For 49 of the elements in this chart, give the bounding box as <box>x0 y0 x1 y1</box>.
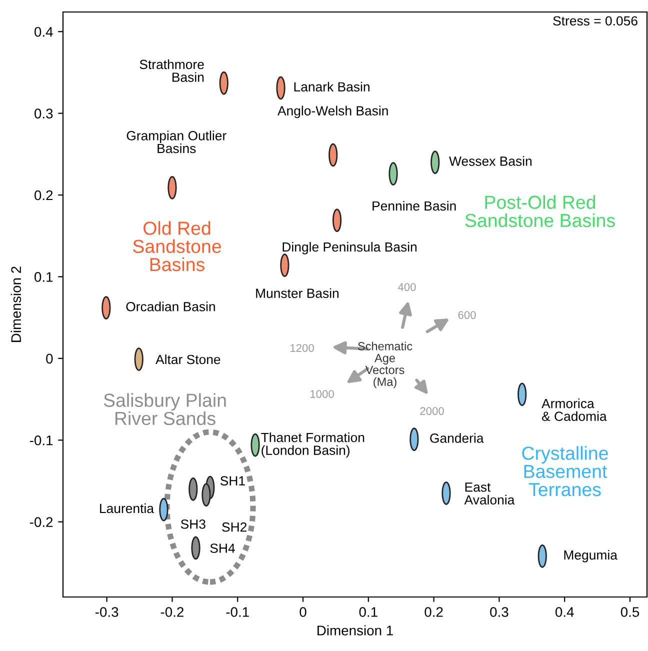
y-tick-label: 0 <box>46 354 53 364</box>
annotation: Pennine Basin <box>372 200 456 211</box>
x-tick-label: 0.5 <box>620 607 640 617</box>
annotation: 1200 <box>290 344 314 352</box>
series-label: Old Red Sandstone Basins <box>133 221 221 272</box>
y-tick-label: 0.3 <box>34 108 53 118</box>
annotation: SH4 <box>210 544 235 553</box>
text: Crystalline Basement Terranes <box>522 446 608 496</box>
annotation: Orcadian Basin <box>126 302 215 312</box>
annotation: SH3 <box>180 519 206 529</box>
annotation: 2000 <box>420 407 444 415</box>
annotation: Anglo-Welsh Basin <box>278 106 388 118</box>
y-axis-title: Dimension 2 <box>10 266 22 342</box>
annotation: Strathmore Basin <box>140 59 204 82</box>
annotation: Schematic Age Vectors (Ma) <box>358 342 412 388</box>
x-tick-label: -0.1 <box>226 607 249 617</box>
annotation: 1000 <box>310 390 334 398</box>
x-tick-label: 0.2 <box>424 607 443 617</box>
y-tick-label: 0.4 <box>34 26 53 37</box>
y-tick-label: 0.1 <box>34 272 53 282</box>
y-tick-label: -0.1 <box>30 435 53 446</box>
series-label: Post-Old Red Sandstone Basins <box>465 195 615 228</box>
x-axis-title: Dimension 1 <box>318 625 393 636</box>
x-tick-label: 0.3 <box>490 607 508 617</box>
annotation: 400 <box>398 283 416 291</box>
annotation: Wessex Basin <box>449 156 532 166</box>
annotation: SH1 <box>220 476 245 486</box>
annotation: Lanark Basin <box>294 82 370 92</box>
y-tick-label: 0.2 <box>34 190 53 200</box>
x-tick-label: -0.3 <box>95 607 118 617</box>
annotation: Grampian Outlier Basins <box>126 130 226 154</box>
annotation: Ganderia <box>430 433 484 443</box>
text: Salisbury Plain River Sands <box>104 393 226 426</box>
y-tick-label: -0.2 <box>30 517 53 527</box>
annotation: Altar Stone <box>156 354 220 364</box>
x-tick-label: 0 <box>300 607 306 617</box>
annotation: Laurentia <box>100 503 154 514</box>
x-tick-label: 0.4 <box>555 607 574 617</box>
annotation: East Avalonia <box>464 482 515 505</box>
annotation: SH2 <box>222 522 247 532</box>
annotation: Armorica & Cadomia <box>542 398 607 421</box>
annotation: 600 <box>458 311 476 319</box>
annotation: Megumia <box>564 550 618 562</box>
annotation: Munster Basin <box>256 288 339 298</box>
annotation: Thanet Formation (London Basin) <box>261 432 364 458</box>
annotation: Stress = 0.056 <box>553 16 638 26</box>
annotation: Dingle Peninsula Basin <box>282 242 417 254</box>
x-tick-label: 0.1 <box>359 607 378 617</box>
x-tick-label: -0.2 <box>160 607 184 617</box>
